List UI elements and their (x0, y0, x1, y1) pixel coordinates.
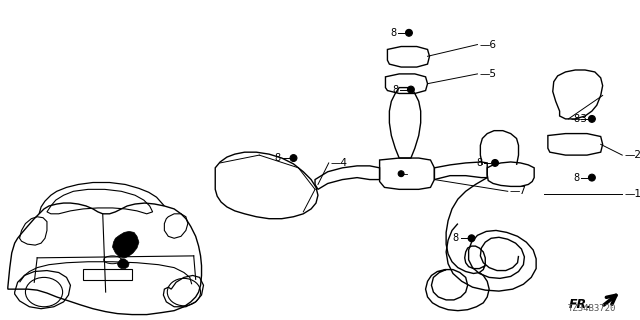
Circle shape (588, 174, 595, 181)
Polygon shape (117, 259, 129, 268)
Text: —5: —5 (479, 69, 497, 79)
Circle shape (406, 29, 412, 36)
Text: 8: 8 (392, 84, 398, 94)
Text: —7: —7 (509, 186, 527, 196)
Text: TZ34B3720: TZ34B3720 (568, 304, 616, 313)
Circle shape (408, 86, 414, 93)
Text: 8: 8 (275, 153, 281, 163)
Circle shape (492, 159, 499, 166)
Text: —6: —6 (479, 40, 497, 50)
Text: 8: 8 (476, 158, 483, 168)
Polygon shape (113, 231, 139, 258)
Circle shape (398, 171, 404, 177)
Text: FR.: FR. (569, 298, 592, 311)
Circle shape (468, 235, 475, 242)
Circle shape (588, 116, 595, 122)
Text: 8: 8 (573, 172, 579, 183)
Text: —4: —4 (331, 158, 348, 168)
Text: 8: 8 (573, 114, 579, 124)
Text: —1: —1 (624, 189, 640, 199)
Text: —2: —2 (624, 150, 640, 160)
Text: —3: —3 (570, 114, 588, 124)
Circle shape (290, 155, 297, 162)
Text: 8: 8 (452, 233, 459, 243)
Text: 8: 8 (390, 28, 396, 38)
